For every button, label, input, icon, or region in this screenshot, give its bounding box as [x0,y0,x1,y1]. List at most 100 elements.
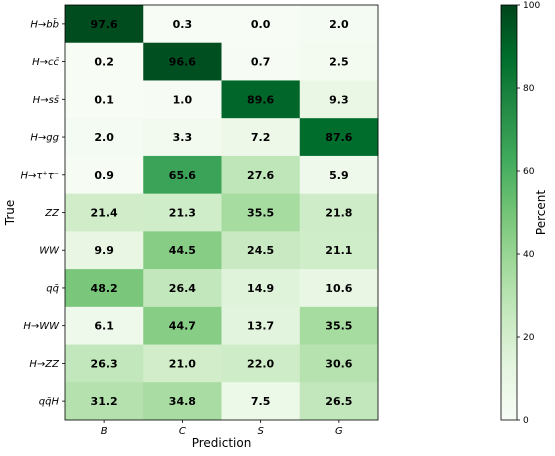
cell-value-label: 35.5 [247,207,274,220]
heatmap-cell [299,344,379,383]
heatmap-cell [299,5,379,44]
cell-value-label: 30.6 [325,357,352,370]
cell-value-label: 21.0 [169,357,196,370]
cell-value-label: 7.5 [251,395,271,408]
heatmap-cell [221,231,301,270]
colorbar-tick-label: 80 [523,84,535,94]
y-tick-label: H→gg [30,133,59,144]
y-tick-label: qq̄H [39,397,60,408]
cell-value-label: 10.6 [325,282,352,295]
x-axis-title: Prediction [192,436,252,450]
heatmap-cell [299,118,379,157]
cell-value-label: 2.0 [94,131,114,144]
colorbar-tick-label: 20 [523,333,535,343]
cell-value-label: 44.7 [169,320,196,333]
heatmap-cell [221,118,301,157]
cell-value-label: 0.3 [173,18,193,31]
cell-value-label: 0.9 [94,169,114,182]
cell-value-label: 89.6 [247,93,274,106]
heatmap-cell [143,80,222,119]
cell-value-label: 9.9 [94,244,114,257]
cell-value-label: 97.6 [91,18,118,31]
heatmap-cell [65,193,144,232]
cell-value-label: 26.4 [169,282,196,295]
heatmap-cell [299,193,379,232]
cell-value-label: 14.9 [247,282,274,295]
heatmap-cell [299,80,379,119]
cell-value-label: 44.5 [169,244,196,257]
cell-value-label: 21.4 [91,207,118,220]
cell-value-label: 0.2 [94,56,114,69]
x-tick-label: C [179,426,186,437]
heatmap-cell [65,42,144,81]
colorbar-tick-label: 40 [523,250,535,260]
heatmap-cell [65,5,144,44]
colorbar-title: Percent [534,190,548,235]
heatmap-cell [65,231,144,270]
y-tick-label: H→ss̄ [33,95,60,106]
heatmap-cell [221,80,301,119]
heatmap-cell [65,269,144,308]
cell-value-label: 21.8 [325,207,352,220]
cell-value-label: 7.2 [251,131,271,144]
colorbar-gradient [500,4,518,421]
heatmap-cell [143,231,222,270]
cell-value-label: 35.5 [325,320,352,333]
colorbar-tick-label: 60 [523,167,535,177]
y-tick-label: qq̄ [46,283,59,294]
heatmap-cell [299,306,379,345]
y-axis-title: True [3,200,17,227]
cell-value-label: 0.7 [251,56,271,69]
heatmap-cell [299,231,379,270]
heatmap-cells: 97.6 0.3 0.0 2.0 0.2 96.6 0.7 2.5 0.1 1.0 89.6 9.3 2… [65,5,379,421]
cell-value-label: 87.6 [325,131,352,144]
cell-value-label: 31.2 [91,395,118,408]
colorbar: 0 20 40 60 80 100 [500,1,540,426]
heatmap-cell [221,42,301,81]
y-tick-label: WW [39,246,60,257]
heatmap-cell [143,118,222,157]
heatmap-cell [221,193,301,232]
heatmap-cell [221,269,301,308]
y-tick-labels: H→bb̄ H→cc̄ H→ss̄ H→gg H→τ⁺τ⁻ ZZ WW qq̄ H→WW H→ZZ… [21,18,65,408]
cell-value-label: 26.5 [325,395,352,408]
heatmap-cell [143,42,222,81]
heatmap-cell [143,155,222,194]
heatmap-cell [299,42,379,81]
heatmap-cell [143,193,222,232]
y-tick-label: ZZ [44,208,60,219]
heatmap-cell [221,382,301,421]
y-tick-label: H→WW [23,321,60,332]
heatmap-cell [143,344,222,383]
heatmap-cell [65,118,144,157]
heatmap-cell [299,269,379,308]
cell-value-label: 1.0 [173,93,193,106]
heatmap-cell [65,344,144,383]
heatmap-cell [221,344,301,383]
x-tick-label: G [335,426,343,437]
y-tick-label: H→ZZ [29,359,60,370]
heatmap-cell [143,306,222,345]
y-tick-label: H→cc̄ [32,57,60,68]
colorbar-tick-label: 100 [523,1,540,11]
x-tick-label: B [101,426,108,437]
heatmap-cell [65,382,144,421]
heatmap-cell [299,382,379,421]
y-tick-label: H→τ⁺τ⁻ [21,170,60,181]
cell-value-label: 2.0 [329,18,349,31]
cell-value-label: 0.0 [251,18,271,31]
cell-value-label: 21.1 [325,244,352,257]
cell-value-label: 22.0 [247,357,274,370]
plot-frame [64,4,379,421]
y-tick-label: H→bb̄ [30,18,59,31]
heatmap-cell [221,5,301,44]
cell-value-label: 24.5 [247,244,274,257]
cell-value-label: 2.5 [329,56,349,69]
heatmap-cell [143,5,222,44]
cell-value-label: 5.9 [329,169,349,182]
heatmap-cell [65,306,144,345]
heatmap-cell [143,269,222,308]
